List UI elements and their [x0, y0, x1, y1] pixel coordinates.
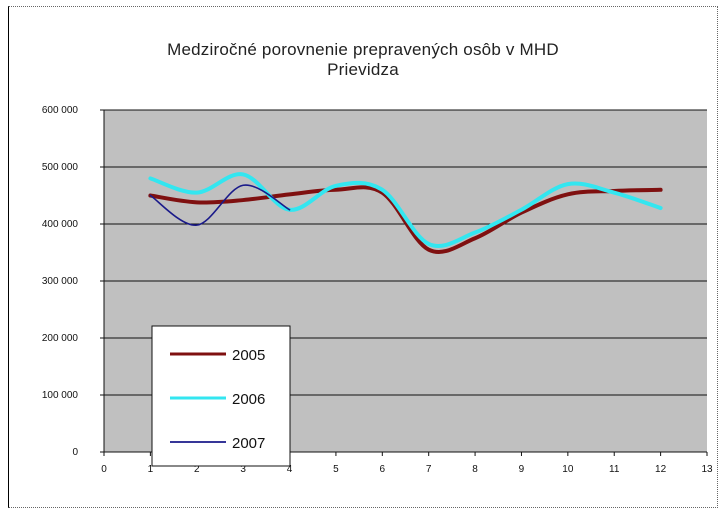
y-tick-label: 600 000 — [42, 105, 79, 116]
y-tick-label: 500 000 — [42, 162, 79, 173]
chart-subtitle: Prievidza — [327, 60, 399, 79]
y-tick-labels: 0 100 000 200 000 300 000 400 000 500 000 600 … — [42, 105, 104, 458]
y-tick-label: 0 — [72, 447, 78, 458]
legend-box — [151, 325, 291, 467]
series-lines — [148, 172, 663, 254]
x-tick-label: 0 — [101, 464, 107, 475]
x-tick-label: 8 — [472, 464, 478, 475]
legend-label-2005: 2005 — [232, 347, 265, 364]
y-tick-label: 100 000 — [42, 390, 79, 401]
x-tick-label: 7 — [426, 464, 432, 475]
y-tick-label: 300 000 — [42, 276, 79, 287]
y-tick-label: 200 000 — [42, 333, 79, 344]
x-tick-label: 4 — [287, 464, 293, 475]
series-line-2005 — [148, 185, 663, 254]
x-tick-label: 2 — [194, 464, 200, 475]
x-tick-label: 3 — [240, 464, 246, 475]
x-tick-label: 12 — [655, 464, 667, 475]
x-tick-label: 10 — [562, 464, 574, 475]
chart-title: Medziročné porovnenie prepravených osôb … — [167, 40, 559, 59]
series-line-2007 — [149, 184, 291, 226]
series-line-2006 — [148, 172, 663, 248]
chart-frame — [8, 6, 718, 508]
y-tick-label: 400 000 — [42, 219, 79, 230]
x-tick-label: 6 — [380, 464, 386, 475]
x-tick-label: 9 — [519, 464, 525, 475]
x-tick-labels: 0 1 2 3 4 5 6 7 8 9 10 11 12 13 — [101, 452, 713, 475]
legend-label-2007: 2007 — [232, 435, 265, 452]
x-tick-label: 13 — [701, 464, 713, 475]
legend-label-2006: 2006 — [232, 391, 265, 408]
legend: 2005 2006 2007 — [151, 325, 291, 467]
x-tick-label: 1 — [148, 464, 154, 475]
x-tick-label: 5 — [333, 464, 339, 475]
x-tick-label: 11 — [609, 464, 620, 475]
